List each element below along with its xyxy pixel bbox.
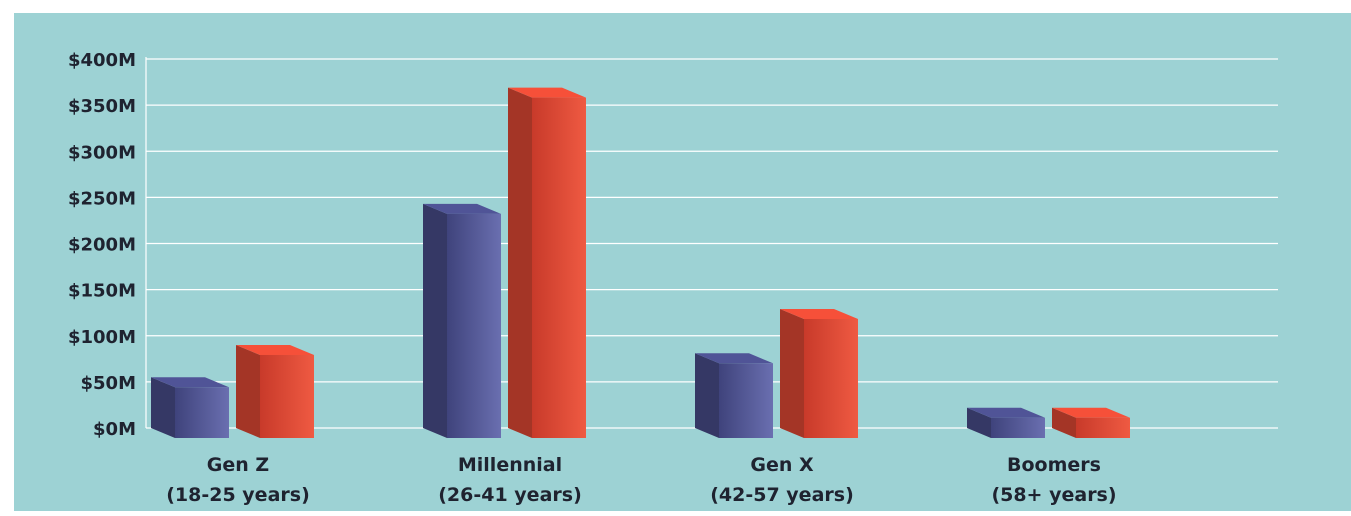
bar-top <box>780 308 858 319</box>
x-tick-label: Gen Z <box>207 454 269 476</box>
bar-1-3 <box>1052 407 1130 438</box>
bar-side <box>508 87 532 438</box>
y-tick-label: $50M <box>81 373 137 394</box>
bar-side <box>780 308 804 438</box>
bar-chart: $0M $50M $100M $150M $200M $250M $300M $350M $40… <box>14 13 1351 511</box>
bar-0-2 <box>695 353 773 438</box>
bar-side <box>1052 407 1076 438</box>
bar-side <box>236 344 260 438</box>
bars <box>151 87 1130 438</box>
y-tick-label: $350M <box>68 96 136 117</box>
bar-top <box>695 353 773 364</box>
chart-container: $0M $50M $100M $150M $200M $250M $300M $350M $40… <box>14 13 1351 511</box>
x-tick-sublabel: (42-57 years) <box>710 484 854 506</box>
bar-top <box>236 344 314 355</box>
x-tick-label: Gen X <box>750 454 814 476</box>
x-tick-label: Boomers <box>1007 454 1101 476</box>
bar-front <box>175 387 229 438</box>
y-tick-label: $200M <box>68 235 136 256</box>
bar-front <box>260 354 314 438</box>
y-tick-label: $100M <box>68 327 136 348</box>
x-tick-sublabel: (58+ years) <box>991 484 1116 506</box>
bar-front <box>532 97 586 438</box>
bar-side <box>967 407 991 438</box>
x-tick-sublabel: (26-41 years) <box>438 484 582 506</box>
bar-front <box>991 417 1045 438</box>
bar-0-0 <box>151 377 229 438</box>
bar-side <box>151 377 175 438</box>
bar-1-1 <box>508 87 586 438</box>
bar-top <box>151 377 229 388</box>
bar-front <box>804 318 858 438</box>
bar-side <box>695 353 719 438</box>
bar-top <box>967 407 1045 418</box>
axis-labels: $0M $50M $100M $150M $200M $250M $300M $350M $40… <box>68 50 1117 506</box>
bar-front <box>1076 417 1130 438</box>
bar-top <box>508 87 586 98</box>
bar-top <box>423 203 501 214</box>
y-tick-label: $150M <box>68 281 136 302</box>
bar-1-2 <box>780 308 858 438</box>
x-tick-label: Millennial <box>458 454 562 476</box>
bar-side <box>423 203 447 438</box>
y-tick-label: $0M <box>93 419 136 440</box>
bar-0-1 <box>423 203 501 438</box>
y-tick-label: $300M <box>68 142 136 163</box>
y-tick-label: $250M <box>68 188 136 209</box>
x-tick-sublabel: (18-25 years) <box>166 484 310 506</box>
y-tick-label: $400M <box>68 50 136 71</box>
bar-0-3 <box>967 407 1045 438</box>
bar-top <box>1052 407 1130 418</box>
bar-front <box>447 213 501 438</box>
bar-front <box>719 363 773 438</box>
bar-1-0 <box>236 344 314 438</box>
